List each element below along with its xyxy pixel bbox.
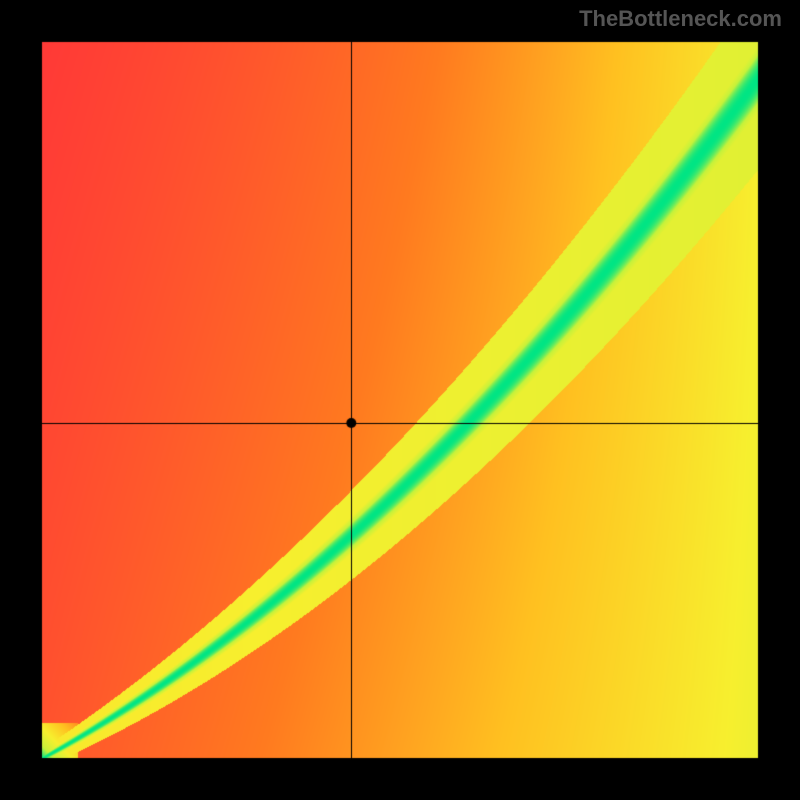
chart-container: TheBottleneck.com: [0, 0, 800, 800]
watermark-text: TheBottleneck.com: [579, 6, 782, 32]
bottleneck-heatmap: [0, 0, 800, 800]
